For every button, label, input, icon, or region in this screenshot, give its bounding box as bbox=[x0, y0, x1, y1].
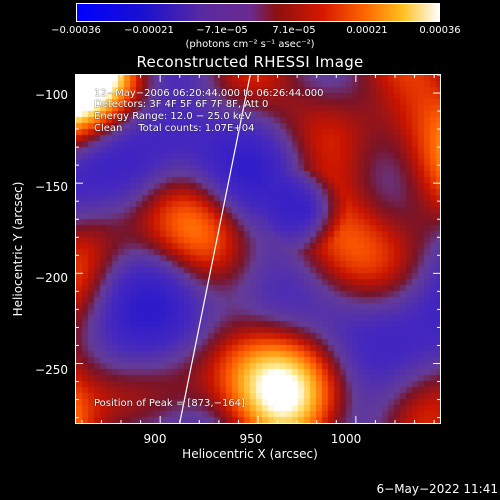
colorbar-tick-label: 7.1e−05 bbox=[272, 25, 316, 36]
colorbar-tick-label: −0.00021 bbox=[124, 25, 174, 36]
plot-frame bbox=[75, 74, 441, 424]
annotation-detectors: Detectors: 3F 4F 5F 6F 7F 8F, Att 0 bbox=[94, 99, 269, 110]
colorbar-tick-label: 0.00021 bbox=[346, 25, 388, 36]
colorbar-units: (photons cm⁻² s⁻¹ asec⁻²) bbox=[185, 39, 315, 50]
y-tick-label: −250 bbox=[35, 363, 68, 377]
y-tick-label: −150 bbox=[35, 180, 68, 194]
timestamp: 6−May−2022 11:41 bbox=[376, 482, 499, 496]
solar-limb-line bbox=[179, 75, 251, 423]
y-tick-label: −100 bbox=[35, 88, 68, 102]
rhessi-heatmap[interactable] bbox=[76, 75, 440, 423]
x-tick-label: 900 bbox=[143, 432, 167, 446]
x-axis-label: Heliocentric X (arcsec) bbox=[182, 447, 318, 461]
colorbar-tick-label: −0.00036 bbox=[51, 25, 101, 36]
annotation-peak-position: Position of Peak = [873,−164] bbox=[94, 398, 245, 409]
x-tick-label: 950 bbox=[239, 432, 263, 446]
annotation-energy-range: Energy Range: 12.0 − 25.0 keV bbox=[94, 111, 252, 122]
x-tick-label: 1000 bbox=[330, 432, 362, 446]
annotation-time-range: 12−May−2006 06:20:44.000 to 06:26:44.000 bbox=[94, 88, 324, 99]
y-axis-label: Heliocentric Y (arcsec) bbox=[11, 181, 25, 317]
colorbar bbox=[76, 3, 440, 22]
y-tick-label: −200 bbox=[35, 271, 68, 285]
colorbar-tick-label: 0.00036 bbox=[419, 25, 461, 36]
plot-title: Reconstructed RHESSI Image bbox=[136, 53, 364, 71]
annotation-clean-counts: Clean Total counts: 1.07E+04 bbox=[94, 123, 255, 134]
colorbar-tick-label: −7.1e−05 bbox=[196, 25, 248, 36]
